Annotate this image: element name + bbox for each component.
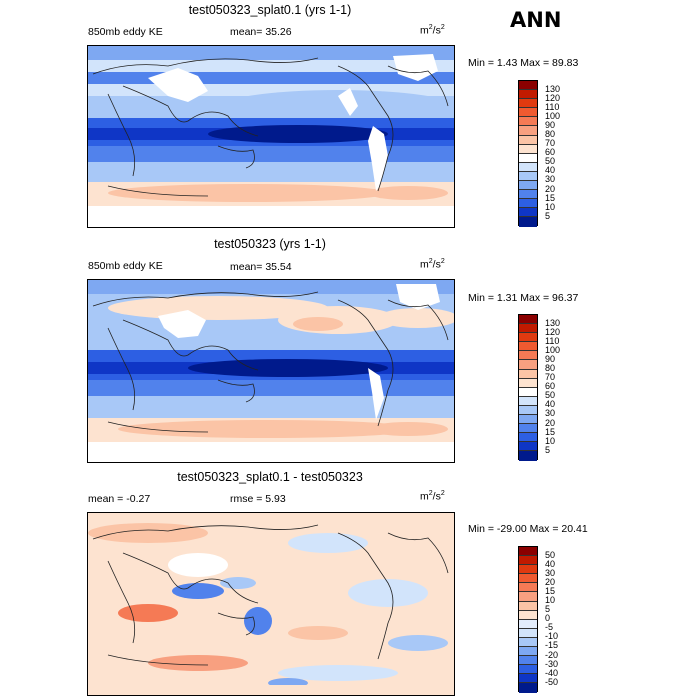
colorbar-tick: 70: [545, 138, 556, 148]
colorbar-tick: 20: [545, 184, 556, 194]
colorbar-tick: 80: [545, 363, 556, 373]
colorbar-tick: 130: [545, 318, 561, 328]
panel-3-colorbar: [518, 546, 538, 693]
colorbar-tick: 50: [545, 156, 556, 166]
colorbar-tick: 0: [545, 613, 551, 623]
colorbar-tick: 30: [545, 174, 556, 184]
colorbar-tick: 60: [545, 147, 556, 157]
colorbar-tick: -20: [545, 650, 559, 660]
colorbar-tick: 10: [545, 436, 556, 446]
colorbar-tick: 10: [545, 202, 556, 212]
panel-3-title: test050323_splat0.1 - test050323: [177, 470, 363, 484]
colorbar-tick: 100: [545, 345, 561, 355]
colorbar-tick: 30: [545, 408, 556, 418]
panel-3-rmse-label: rmse = 5.93: [230, 493, 286, 505]
panel-1-mean-label: mean= 35.26: [230, 26, 292, 38]
colorbar-tick: 50: [545, 550, 556, 560]
panel-2-mean-label: mean= 35.54: [230, 261, 292, 273]
panel-1-map: [87, 45, 455, 228]
colorbar-tick: 40: [545, 399, 556, 409]
colorbar-tick: 90: [545, 120, 556, 130]
panel-2-units: m2/s2: [420, 258, 445, 271]
colorbar-tick: 90: [545, 354, 556, 364]
panel-1-minmax: Min = 1.43 Max = 89.83: [468, 57, 579, 69]
colorbar-tick: 20: [545, 577, 556, 587]
colorbar-tick: 50: [545, 390, 556, 400]
colorbar-tick: -50: [545, 677, 559, 687]
panel-2-title: test050323 (yrs 1-1): [214, 237, 326, 251]
panel-2-minmax: Min = 1.31 Max = 96.37: [468, 292, 579, 304]
colorbar-tick: 40: [545, 165, 556, 175]
colorbar-tick: 5: [545, 211, 551, 221]
panel-2-map: [87, 279, 455, 463]
colorbar-tick: 30: [545, 568, 556, 578]
colorbar-tick: 5: [545, 604, 551, 614]
colorbar-tick: 20: [545, 418, 556, 428]
colorbar-tick: -15: [545, 640, 559, 650]
panel-1-units: m2/s2: [420, 24, 445, 37]
colorbar-tick: 70: [545, 372, 556, 382]
colorbar-tick: -10: [545, 631, 559, 641]
colorbar-tick: 130: [545, 84, 561, 94]
colorbar-tick: 120: [545, 327, 561, 337]
panel-3-minmax: Min = -29.00 Max = 20.41: [468, 523, 588, 535]
panel-1-field-label: 850mb eddy KE: [88, 26, 163, 38]
colorbar-tick: 60: [545, 381, 556, 391]
colorbar-tick: 80: [545, 129, 556, 139]
colorbar-tick: 110: [545, 336, 560, 346]
panel-3-map: [87, 512, 455, 696]
colorbar-tick: -5: [545, 622, 554, 632]
colorbar-tick: -40: [545, 668, 559, 678]
colorbar-tick: 40: [545, 559, 556, 569]
panel-1-title: test050323_splat0.1 (yrs 1-1): [188, 3, 352, 17]
panel-2-field-label: 850mb eddy KE: [88, 260, 163, 272]
colorbar-tick: 100: [545, 111, 561, 121]
season-label: ANN: [510, 8, 562, 32]
panel-1-colorbar: [518, 80, 538, 227]
colorbar-tick: 120: [545, 93, 561, 103]
colorbar-tick: 5: [545, 445, 551, 455]
colorbar-tick: 15: [545, 586, 556, 596]
colorbar-tick: 110: [545, 102, 560, 112]
panel-3-units: m2/s2: [420, 490, 445, 503]
colorbar-tick: -30: [545, 659, 559, 669]
colorbar-tick: 10: [545, 595, 556, 605]
colorbar-tick: 15: [545, 193, 556, 203]
panel-3-mean-label: mean = -0.27: [88, 493, 151, 505]
colorbar-tick: 15: [545, 427, 556, 437]
panel-2-colorbar: [518, 314, 538, 461]
